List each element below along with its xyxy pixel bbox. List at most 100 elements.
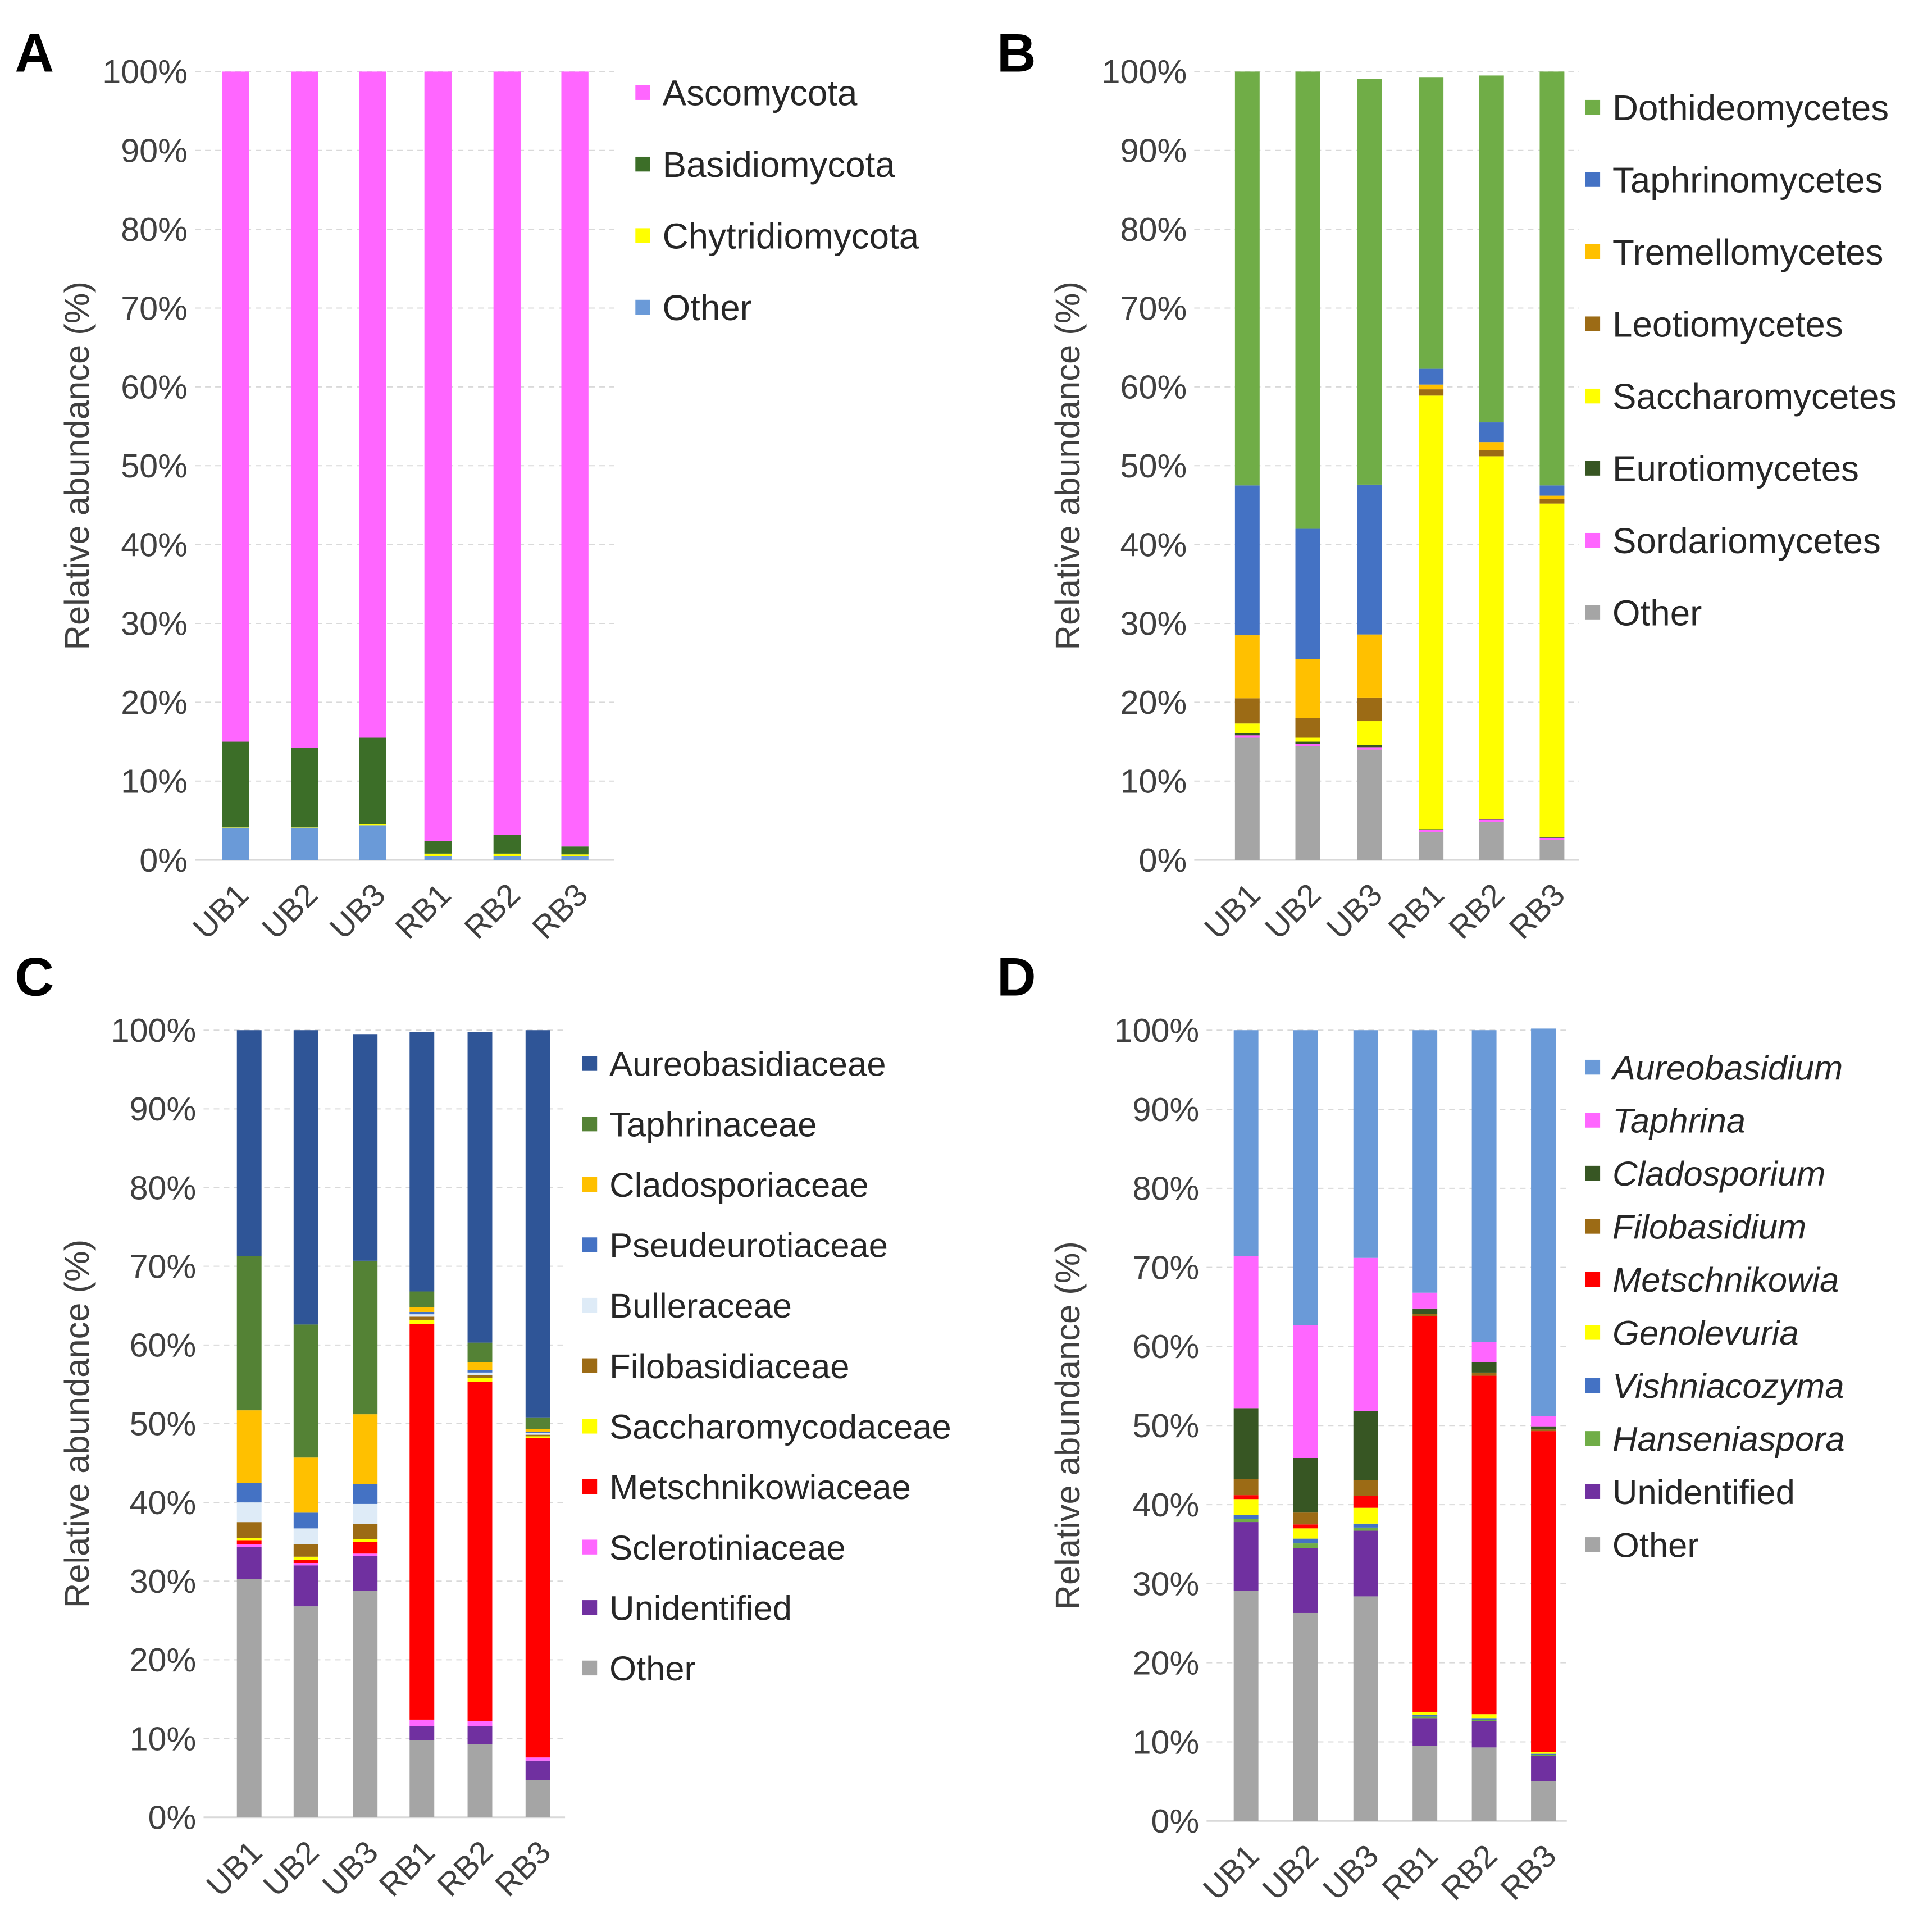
legend-swatch: [582, 1419, 598, 1434]
bar-segment: [353, 1034, 378, 1261]
bar-segment: [424, 841, 452, 854]
bar-segment: [1412, 1746, 1438, 1821]
bar-segment: [1233, 1519, 1259, 1523]
y-tick-label: 0%: [1151, 1802, 1199, 1840]
bar-segment: [1531, 1756, 1556, 1781]
legend-swatch: [1585, 605, 1601, 620]
y-tick-label: 80%: [1132, 1170, 1199, 1207]
bar-segment: [1419, 832, 1444, 860]
bar-segment: [525, 1438, 550, 1758]
bar-segment: [1471, 1747, 1497, 1821]
legend-swatch: [1585, 1272, 1601, 1287]
bar-segment: [1293, 1030, 1318, 1325]
legend-label: Cladosporium: [1612, 1155, 1825, 1193]
bar-segment: [1353, 1480, 1378, 1496]
bar-segment: [1539, 485, 1565, 496]
panel-letter: D: [997, 947, 1036, 1008]
bar-segment: [236, 1538, 262, 1541]
legend-swatch: [582, 1479, 598, 1494]
y-tick-label: 30%: [121, 605, 188, 642]
legend-label: Saccharomycetes: [1612, 377, 1897, 417]
y-tick-label: 20%: [121, 683, 188, 721]
bar-segment: [525, 1429, 550, 1432]
legend-label: Aureobasidiaceae: [609, 1045, 886, 1084]
bar-segment: [1531, 1755, 1556, 1756]
legend-label: Metschnikowiaceae: [609, 1468, 911, 1507]
bar-segment: [1234, 698, 1260, 724]
bar-segment: [1531, 1429, 1556, 1432]
bar-segment: [1531, 1431, 1556, 1752]
y-tick-label: 100%: [111, 1011, 197, 1049]
legend-swatch: [582, 1116, 598, 1132]
bar-segment: [1479, 819, 1504, 822]
bar-segment: [1479, 442, 1504, 450]
bar-segment: [467, 1375, 493, 1378]
bar-segment: [353, 1539, 378, 1542]
bar-segment: [1353, 1507, 1378, 1524]
bar-segment: [1295, 746, 1320, 860]
legend-label: Hanseniaspora: [1612, 1420, 1845, 1459]
panel-d: D 0% 10% 20% 30% 40% 50% 60% 70% 80% 90% 100% Relati…: [997, 947, 1845, 1907]
legend-label: Eurotiomycetes: [1612, 449, 1859, 489]
legend-swatch: [582, 1358, 598, 1373]
bar-segment: [236, 1579, 262, 1817]
bar-segment: [1234, 71, 1260, 486]
bar-segment: [1471, 1030, 1497, 1342]
bar-segment: [1471, 1375, 1497, 1715]
bar-segment: [467, 1744, 493, 1817]
bar-segment: [467, 1382, 493, 1721]
y-tick-label: 90%: [1120, 132, 1187, 170]
bar-segment: [1353, 1530, 1378, 1597]
y-tick-label: 80%: [1120, 211, 1187, 248]
bar-segment: [525, 1434, 550, 1437]
bar-segment: [525, 1436, 550, 1438]
bar-segment: [1471, 1362, 1497, 1373]
legend-swatch: [582, 1600, 598, 1615]
legend-swatch: [1585, 1325, 1601, 1340]
bar-segment: [1531, 1028, 1556, 1416]
y-tick-label: 70%: [1120, 289, 1187, 327]
bar-segment: [1293, 1612, 1318, 1821]
y-tick-label: 70%: [121, 289, 188, 327]
y-tick-label: 10%: [121, 762, 188, 800]
legend-label: Filobasidium: [1612, 1208, 1806, 1247]
bar-segment: [359, 824, 386, 826]
legend-label: Cladosporiaceae: [609, 1166, 869, 1205]
bar-segment: [424, 71, 452, 841]
bar-segment: [359, 825, 386, 860]
y-tick-label: 100%: [102, 53, 188, 90]
y-tick-label: 0%: [139, 841, 188, 879]
legend-label: Sordariomycetes: [1612, 521, 1881, 561]
bar-segment: [1295, 528, 1320, 659]
legend-label: Taphrina: [1612, 1102, 1746, 1141]
bar-segment: [409, 1319, 435, 1324]
legend-swatch: [1585, 172, 1601, 187]
bar-segment: [1353, 1496, 1378, 1508]
bar-segment: [1531, 1753, 1556, 1755]
bar-segment: [236, 1522, 262, 1538]
bar-segment: [1293, 1543, 1318, 1548]
legend-swatch: [635, 156, 650, 172]
bar-segment: [1419, 77, 1444, 369]
legend-swatch: [1585, 1537, 1601, 1552]
legend-label: Aureobasidium: [1610, 1049, 1843, 1087]
y-axis-label: Relative abundance (%): [1049, 1241, 1087, 1610]
bar-segment: [353, 1542, 378, 1554]
bar-segment: [1295, 659, 1320, 718]
bar-segment: [1293, 1457, 1318, 1513]
bar-segment: [525, 1431, 550, 1433]
legend-swatch: [1585, 388, 1601, 404]
bar-segment: [409, 1726, 435, 1740]
y-tick-label: 30%: [130, 1562, 197, 1600]
bar-segment: [1293, 1325, 1318, 1458]
bar-segment: [236, 1030, 262, 1256]
bar-segment: [561, 856, 589, 860]
legend-label: Taphrinaceae: [609, 1105, 817, 1144]
bar-segment: [1419, 384, 1444, 390]
legend-swatch: [635, 228, 650, 243]
bar-segment: [293, 1563, 318, 1566]
legend-swatch: [582, 1539, 598, 1555]
legend-swatch: [1585, 1484, 1601, 1499]
